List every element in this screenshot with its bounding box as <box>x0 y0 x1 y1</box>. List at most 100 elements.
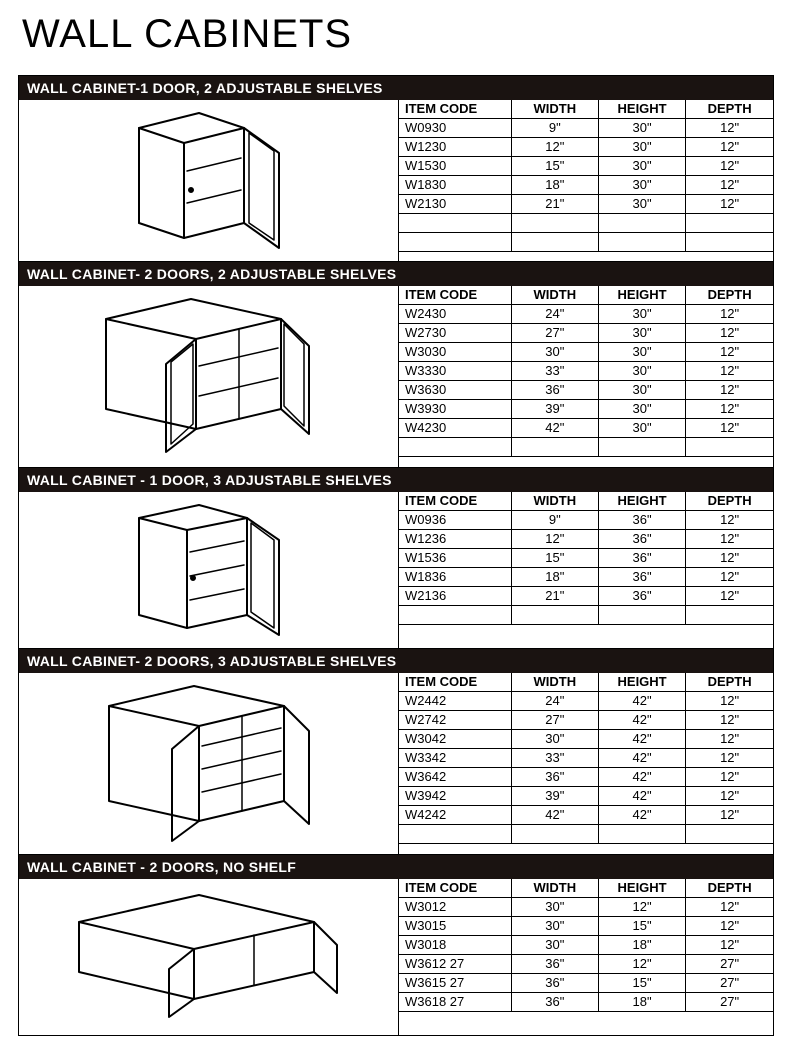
item-code-cell: W3942 <box>399 787 511 806</box>
column-header: HEIGHT <box>598 673 685 692</box>
width-cell: 30" <box>511 898 598 917</box>
section: WALL CABINET- 2 DOORS, 2 ADJUSTABLE SHEL… <box>18 262 774 468</box>
height-cell: 30" <box>598 343 685 362</box>
table-row: W213021"30"12" <box>399 195 773 214</box>
table-row: W153615"36"12" <box>399 549 773 568</box>
width-cell: 36" <box>511 768 598 787</box>
width-cell: 24" <box>511 692 598 711</box>
width-cell: 24" <box>511 305 598 324</box>
height-cell: 36" <box>598 511 685 530</box>
width-cell: 15" <box>511 549 598 568</box>
item-code-cell: W3618 27 <box>399 993 511 1012</box>
depth-cell: 12" <box>686 400 773 419</box>
depth-cell: 12" <box>686 138 773 157</box>
depth-cell: 12" <box>686 587 773 606</box>
width-cell: 36" <box>511 974 598 993</box>
width-cell: 18" <box>511 568 598 587</box>
page-title: WALL CABINETS <box>22 12 774 57</box>
height-cell: 18" <box>598 936 685 955</box>
width-cell: 21" <box>511 587 598 606</box>
spec-table: ITEM CODEWIDTHHEIGHTDEPTHW09309"30"12"W1… <box>399 100 773 252</box>
height-cell: 42" <box>598 730 685 749</box>
width-cell: 15" <box>511 157 598 176</box>
column-header: HEIGHT <box>598 492 685 511</box>
table-row: W273027"30"12" <box>399 324 773 343</box>
height-cell: 30" <box>598 305 685 324</box>
width-cell: 42" <box>511 806 598 825</box>
table-row: W394239"42"12" <box>399 787 773 806</box>
width-cell: 27" <box>511 711 598 730</box>
spec-table: ITEM CODEWIDTHHEIGHTDEPTHW301230"12"12"W… <box>399 879 773 1012</box>
height-cell: 36" <box>598 587 685 606</box>
depth-cell: 12" <box>686 324 773 343</box>
column-header: WIDTH <box>511 673 598 692</box>
item-code-cell: W3012 <box>399 898 511 917</box>
width-cell: 30" <box>511 343 598 362</box>
table-row: W243024"30"12" <box>399 305 773 324</box>
section: WALL CABINET- 2 DOORS, 3 ADJUSTABLE SHEL… <box>18 649 774 855</box>
width-cell: 27" <box>511 324 598 343</box>
table-row: W301230"12"12" <box>399 898 773 917</box>
item-code-cell: W3615 27 <box>399 974 511 993</box>
depth-cell: 12" <box>686 419 773 438</box>
item-code-cell: W3630 <box>399 381 511 400</box>
item-code-cell: W1830 <box>399 176 511 195</box>
table-row: W09369"36"12" <box>399 511 773 530</box>
table-row: W301530"15"12" <box>399 917 773 936</box>
depth-cell: 12" <box>686 568 773 587</box>
depth-cell: 12" <box>686 305 773 324</box>
item-code-cell: W3930 <box>399 400 511 419</box>
item-code-cell: W2742 <box>399 711 511 730</box>
height-cell: 42" <box>598 692 685 711</box>
item-code-cell: W1236 <box>399 530 511 549</box>
table-row: W333033"30"12" <box>399 362 773 381</box>
height-cell: 30" <box>598 138 685 157</box>
item-code-cell: W2442 <box>399 692 511 711</box>
table-row: W274227"42"12" <box>399 711 773 730</box>
section: WALL CABINET - 2 DOORS, NO SHELFITEM COD… <box>18 855 774 1036</box>
column-header: ITEM CODE <box>399 100 511 119</box>
depth-cell: 12" <box>686 768 773 787</box>
spec-table: ITEM CODEWIDTHHEIGHTDEPTHW244224"42"12"W… <box>399 673 773 844</box>
cabinet-diagram <box>19 492 399 648</box>
depth-cell: 12" <box>686 157 773 176</box>
height-cell: 30" <box>598 419 685 438</box>
depth-cell: 12" <box>686 806 773 825</box>
height-cell: 30" <box>598 157 685 176</box>
column-header: DEPTH <box>686 100 773 119</box>
width-cell: 36" <box>511 955 598 974</box>
width-cell: 12" <box>511 530 598 549</box>
depth-cell: 12" <box>686 898 773 917</box>
table-row: W301830"18"12" <box>399 936 773 955</box>
width-cell: 18" <box>511 176 598 195</box>
cabinet-diagram <box>19 879 399 1035</box>
depth-cell: 12" <box>686 711 773 730</box>
table-row: W3612 2736"12"27" <box>399 955 773 974</box>
table-row: W334233"42"12" <box>399 749 773 768</box>
height-cell: 36" <box>598 549 685 568</box>
table-row: W423042"30"12" <box>399 419 773 438</box>
column-header: HEIGHT <box>598 286 685 305</box>
item-code-cell: W3612 27 <box>399 955 511 974</box>
table-row: W363036"30"12" <box>399 381 773 400</box>
column-header: WIDTH <box>511 100 598 119</box>
depth-cell: 12" <box>686 549 773 568</box>
item-code-cell: W0930 <box>399 119 511 138</box>
height-cell: 42" <box>598 711 685 730</box>
table-row: W3615 2736"15"27" <box>399 974 773 993</box>
height-cell: 42" <box>598 787 685 806</box>
column-header: HEIGHT <box>598 100 685 119</box>
item-code-cell: W3642 <box>399 768 511 787</box>
height-cell: 30" <box>598 381 685 400</box>
table-row: W304230"42"12" <box>399 730 773 749</box>
item-code-cell: W3030 <box>399 343 511 362</box>
item-code-cell: W3015 <box>399 917 511 936</box>
table-row: W183018"30"12" <box>399 176 773 195</box>
item-code-cell: W2136 <box>399 587 511 606</box>
item-code-cell: W2430 <box>399 305 511 324</box>
height-cell: 42" <box>598 806 685 825</box>
item-code-cell: W0936 <box>399 511 511 530</box>
depth-cell: 12" <box>686 692 773 711</box>
column-header: ITEM CODE <box>399 286 511 305</box>
cabinet-diagram <box>19 286 399 467</box>
